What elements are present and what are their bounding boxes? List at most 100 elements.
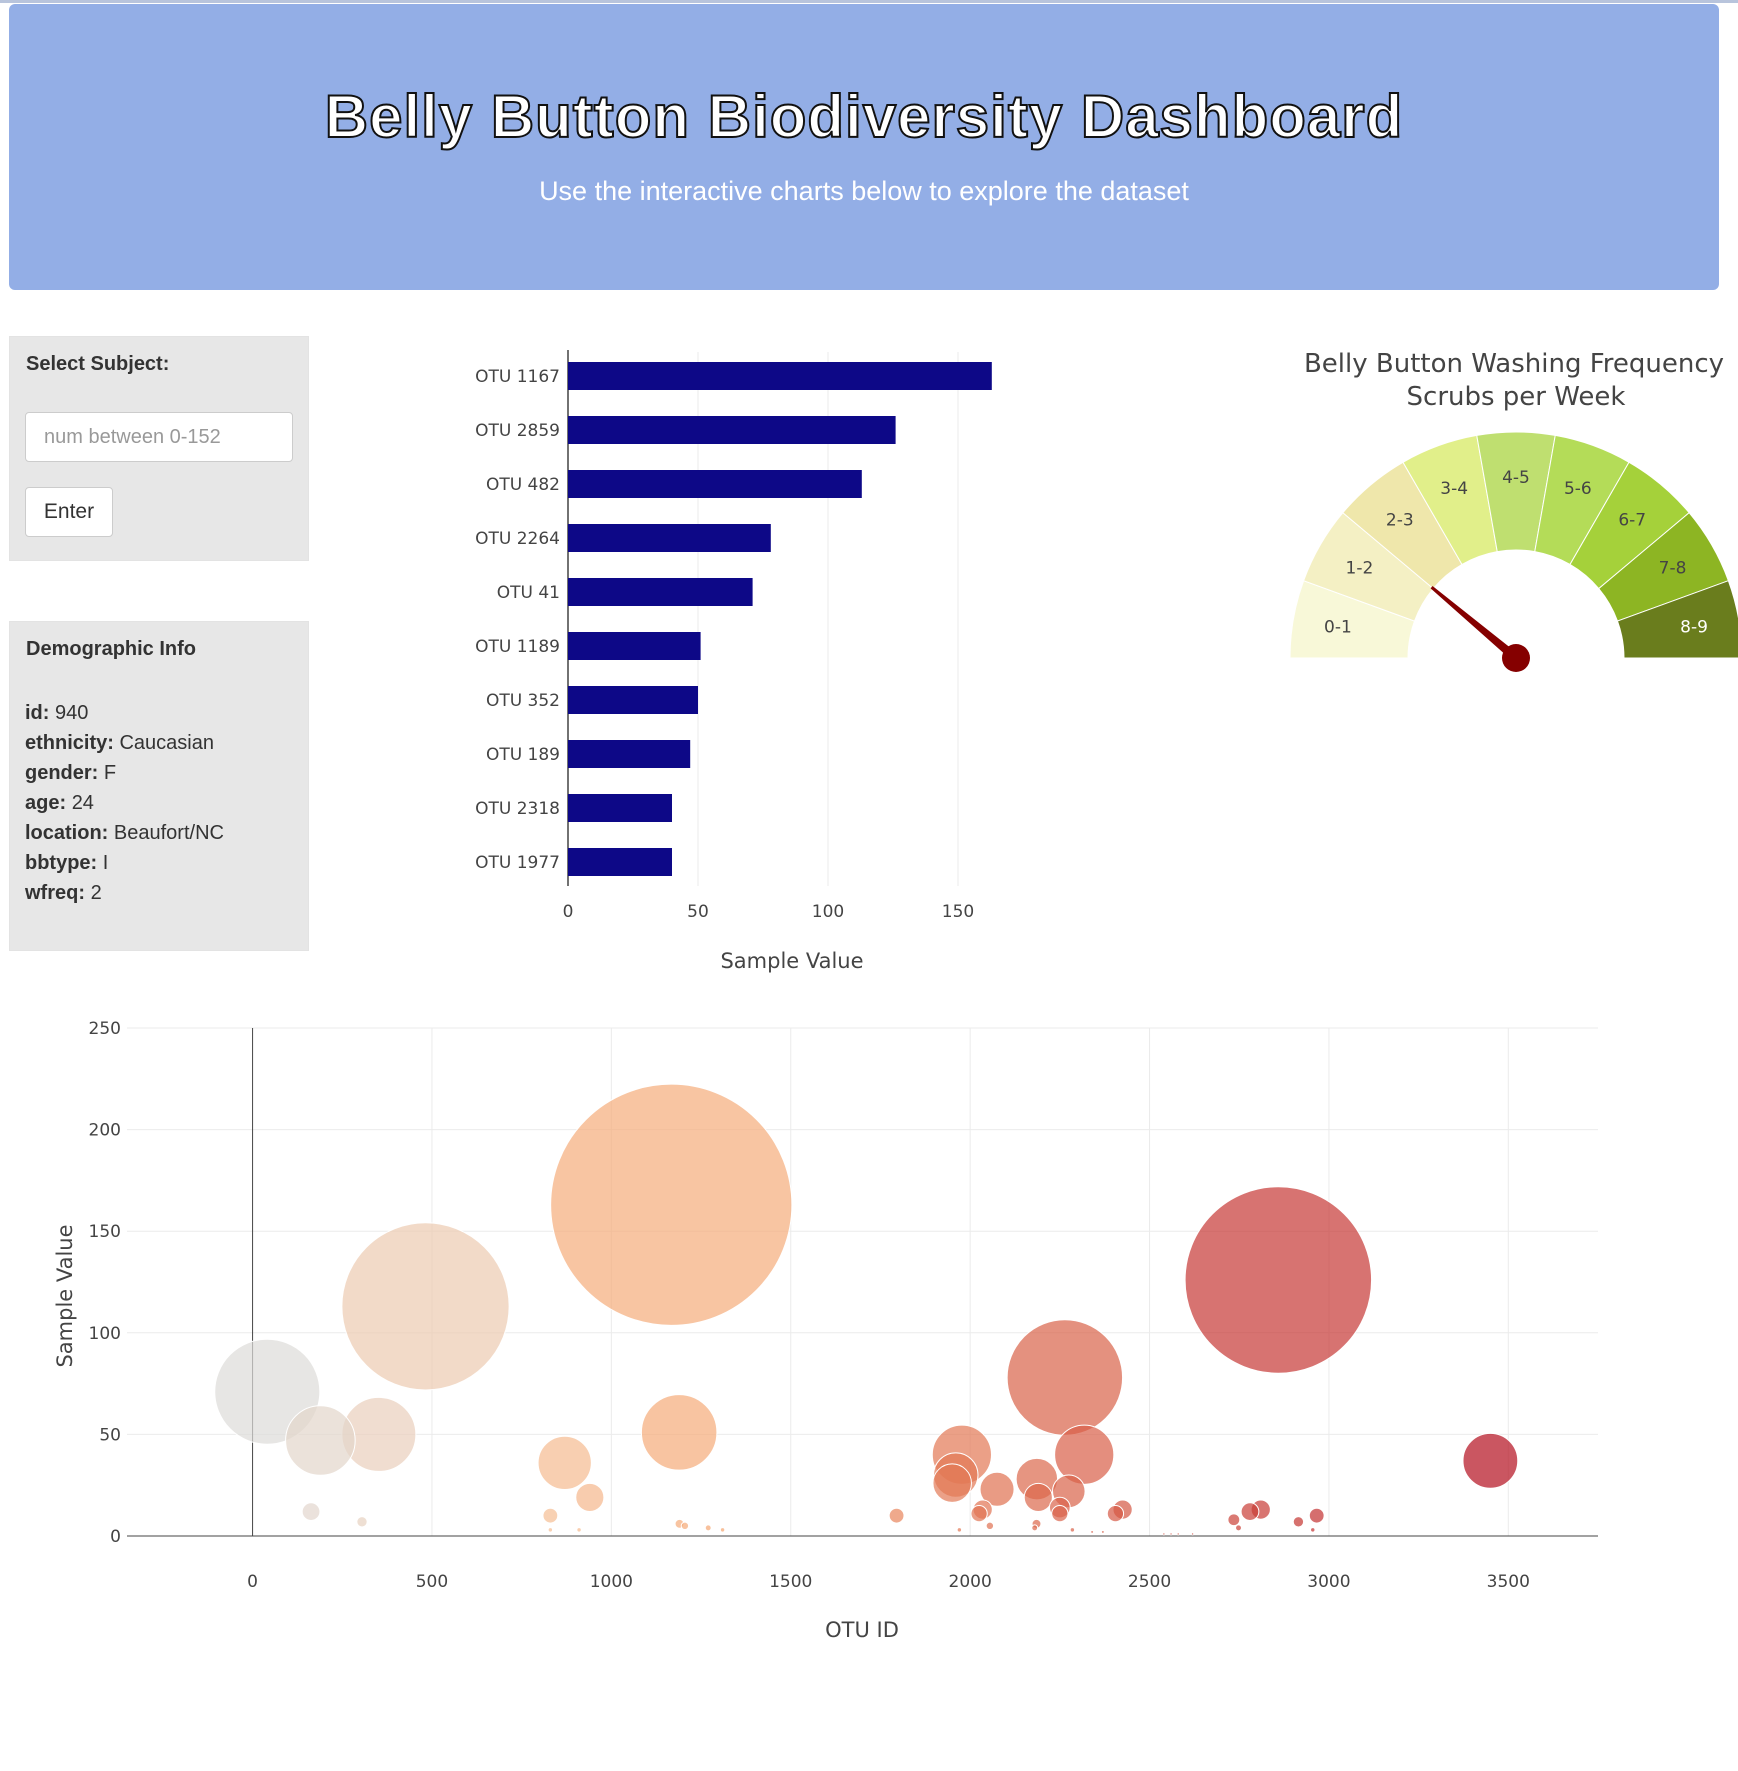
gauge-step-label: 1-2 bbox=[1346, 559, 1374, 579]
top-otu-bar-chart[interactable]: 0 50 100 150 OTU 1167 OTU 2859 OTU 482 OTU 2264… bbox=[400, 340, 1020, 990]
bubble-x-tick-label: 500 bbox=[416, 1572, 448, 1592]
bubble-y-tick-label: 200 bbox=[89, 1121, 121, 1141]
bubble-point bbox=[888, 1507, 905, 1524]
bubble-y-tick-label: 100 bbox=[89, 1324, 121, 1344]
bubble-x-tick-label: 0 bbox=[247, 1572, 258, 1592]
bubble-point bbox=[1184, 1186, 1373, 1374]
gauge-needle-hub bbox=[1502, 644, 1530, 672]
demographic-info-title: Demographic Info bbox=[26, 638, 197, 660]
bar bbox=[568, 470, 862, 498]
bubble-x-axis-title: OTU ID bbox=[825, 1618, 899, 1642]
bubble-point bbox=[1162, 1532, 1166, 1536]
bubble-point bbox=[1169, 1532, 1173, 1536]
bar-category-label: OTU 352 bbox=[486, 691, 560, 711]
demographic-row: gender: F bbox=[25, 758, 224, 788]
bubble-point bbox=[1031, 1524, 1039, 1532]
bubble-x-tick-label: 2500 bbox=[1128, 1572, 1171, 1592]
bubble-y-tick-label: 0 bbox=[110, 1527, 121, 1547]
bubble-point bbox=[979, 1471, 1015, 1507]
gauge-step-label: 5-6 bbox=[1564, 479, 1592, 499]
bubble-point bbox=[547, 1527, 554, 1533]
bar-category-label: OTU 1167 bbox=[475, 367, 560, 387]
gauge-step-label: 3-4 bbox=[1440, 479, 1468, 499]
demographic-row: location: Beaufort/NC bbox=[25, 818, 224, 848]
bar bbox=[568, 524, 771, 552]
demographic-row: wfreq: 2 bbox=[25, 878, 224, 908]
demographic-value: 940 bbox=[55, 702, 89, 724]
bar-x-tick-label: 150 bbox=[942, 902, 974, 922]
bubble-point bbox=[550, 1083, 793, 1326]
bar bbox=[568, 578, 753, 606]
bubble-point bbox=[1190, 1532, 1195, 1536]
demographic-key: location: bbox=[25, 822, 109, 844]
bubble-point bbox=[640, 1394, 718, 1471]
demographic-key: age: bbox=[25, 792, 67, 814]
bar-category-label: OTU 189 bbox=[486, 745, 560, 765]
demographic-value: 2 bbox=[90, 882, 102, 904]
bubble-point bbox=[704, 1524, 712, 1532]
bubble-x-tick-label: 1500 bbox=[769, 1572, 812, 1592]
bubble-point bbox=[1292, 1516, 1305, 1528]
otu-bubble-chart[interactable]: 0 500 1000 1500 2000 2500 3000 3500 0 50 100 150 200… bbox=[0, 1000, 1738, 1680]
bubble-point bbox=[1310, 1527, 1316, 1533]
bubble-point bbox=[680, 1521, 690, 1531]
bubble-y-tick-label: 150 bbox=[89, 1222, 121, 1242]
bubble-point bbox=[1462, 1432, 1519, 1489]
enter-button[interactable]: Enter bbox=[25, 487, 113, 537]
top-border bbox=[0, 0, 1738, 3]
page-subtitle: Use the interactive charts below to expl… bbox=[539, 176, 1189, 206]
demographic-value: Caucasian bbox=[119, 732, 214, 754]
select-subject-label: Select Subject: bbox=[26, 353, 170, 375]
bar-x-axis-title: Sample Value bbox=[720, 949, 863, 973]
bubble-point bbox=[301, 1502, 321, 1521]
bubble-point bbox=[932, 1463, 972, 1503]
bubble-point bbox=[356, 1516, 368, 1528]
bar bbox=[568, 416, 896, 444]
gauge-segment bbox=[1616, 580, 1738, 659]
bar-category-label: OTU 482 bbox=[486, 475, 560, 495]
bar-category-label: OTU 41 bbox=[497, 583, 560, 603]
bubble-point bbox=[1100, 1529, 1105, 1534]
bubble-point bbox=[1090, 1529, 1095, 1534]
bar bbox=[568, 362, 992, 390]
bubble-point bbox=[1023, 1482, 1053, 1512]
bubble-y-tick-label: 250 bbox=[89, 1019, 121, 1039]
bubble-point bbox=[1308, 1507, 1325, 1524]
demographic-key: wfreq: bbox=[25, 882, 85, 904]
bubble-point bbox=[576, 1527, 582, 1533]
bubble-point bbox=[575, 1482, 605, 1512]
demographic-row: age: 24 bbox=[25, 788, 224, 818]
bubble-point bbox=[341, 1222, 510, 1391]
bubble-y-tick-label: 50 bbox=[99, 1425, 121, 1445]
demographic-row: id: 940 bbox=[25, 698, 224, 728]
bubble-x-tick-label: 1000 bbox=[590, 1572, 633, 1592]
demographic-value: 24 bbox=[71, 792, 94, 814]
bubble-point bbox=[1227, 1513, 1241, 1527]
bar-x-tick-label: 100 bbox=[812, 902, 844, 922]
subject-id-input[interactable] bbox=[25, 412, 293, 462]
bubble-x-tick-label: 3500 bbox=[1487, 1572, 1530, 1592]
bar-x-tick-label: 50 bbox=[687, 902, 709, 922]
demographic-row: bbtype: I bbox=[25, 848, 224, 878]
bar-category-label: OTU 2859 bbox=[475, 421, 560, 441]
gauge-step-label: 2-3 bbox=[1386, 510, 1414, 530]
demographic-info-panel: Demographic Info id: 940 ethnicity: Cauc… bbox=[9, 621, 309, 951]
bubble-point bbox=[542, 1507, 559, 1524]
demographic-list: id: 940 ethnicity: Caucasian gender: F a… bbox=[25, 698, 224, 908]
bar bbox=[568, 686, 698, 714]
demographic-value: I bbox=[102, 852, 109, 874]
demographic-key: id: bbox=[25, 702, 50, 724]
gauge-step-label: 0-1 bbox=[1324, 618, 1352, 638]
bar bbox=[568, 632, 701, 660]
bubble-x-tick-label: 2000 bbox=[949, 1572, 992, 1592]
demographic-key: bbtype: bbox=[25, 852, 98, 874]
gauge-step-label: 4-5 bbox=[1502, 468, 1530, 488]
bubble-point bbox=[1240, 1502, 1260, 1521]
bubble-point bbox=[1106, 1505, 1125, 1523]
page-title: Belly Button Biodiversity Dashboard bbox=[324, 82, 1404, 151]
bubble-point bbox=[537, 1435, 592, 1490]
demographic-key: gender: bbox=[25, 762, 99, 784]
bar-category-label: OTU 2318 bbox=[475, 799, 560, 819]
demographic-key: ethnicity: bbox=[25, 732, 114, 754]
